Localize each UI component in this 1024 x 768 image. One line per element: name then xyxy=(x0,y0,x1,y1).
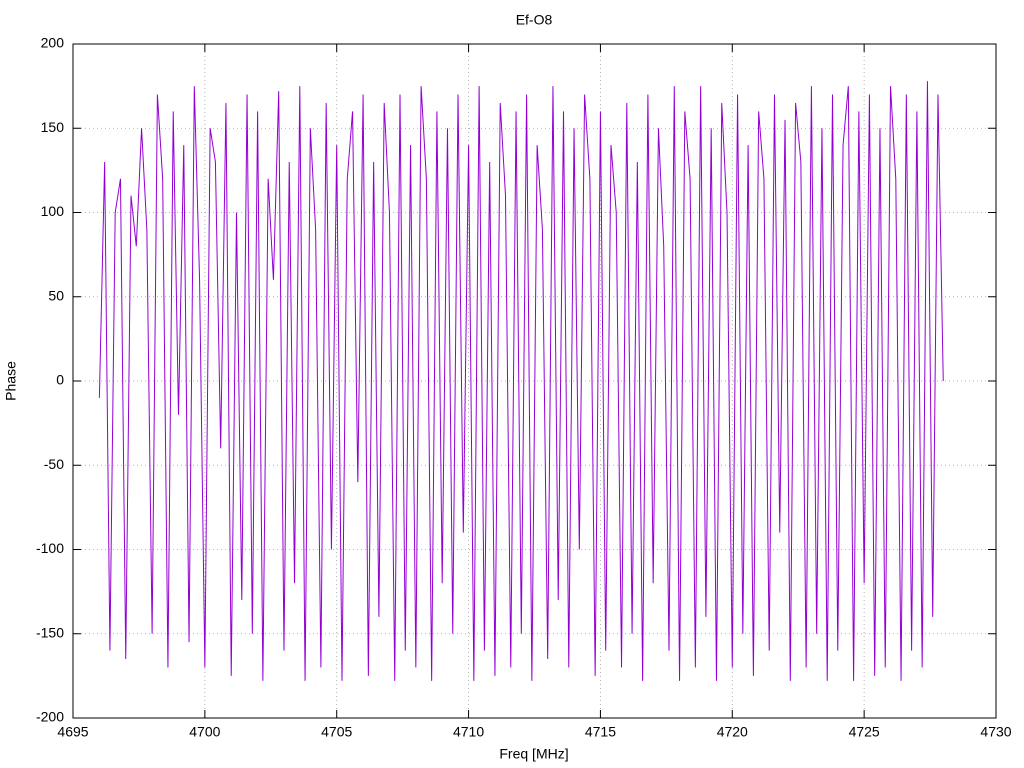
y-tick-label: -150 xyxy=(36,624,64,640)
x-tick-label: 4710 xyxy=(453,724,484,740)
x-tick-label: 4730 xyxy=(980,724,1011,740)
data-line xyxy=(98,81,944,681)
x-tick-label: 4695 xyxy=(57,724,88,740)
x-tick-label: 4715 xyxy=(585,724,616,740)
x-tick-label: 4720 xyxy=(717,724,748,740)
y-tick-label: 0 xyxy=(56,372,64,388)
x-tick-label: 4725 xyxy=(849,724,880,740)
x-tick-label: 4705 xyxy=(321,724,352,740)
y-tick-label: 150 xyxy=(41,119,65,135)
y-tick-label: 200 xyxy=(41,35,65,51)
x-tick-label: 4700 xyxy=(189,724,220,740)
y-tick-label: 100 xyxy=(41,203,65,219)
y-tick-label: -100 xyxy=(36,540,64,556)
y-tick-label: -50 xyxy=(44,456,64,472)
y-axis-label: Phase xyxy=(3,361,19,401)
plot-border xyxy=(72,43,997,719)
y-tick-label: 50 xyxy=(48,287,64,303)
chart-title: Ef-O8 xyxy=(516,12,553,28)
y-tick-label: -200 xyxy=(36,709,64,725)
x-axis-label: Freq [MHz] xyxy=(499,746,568,762)
